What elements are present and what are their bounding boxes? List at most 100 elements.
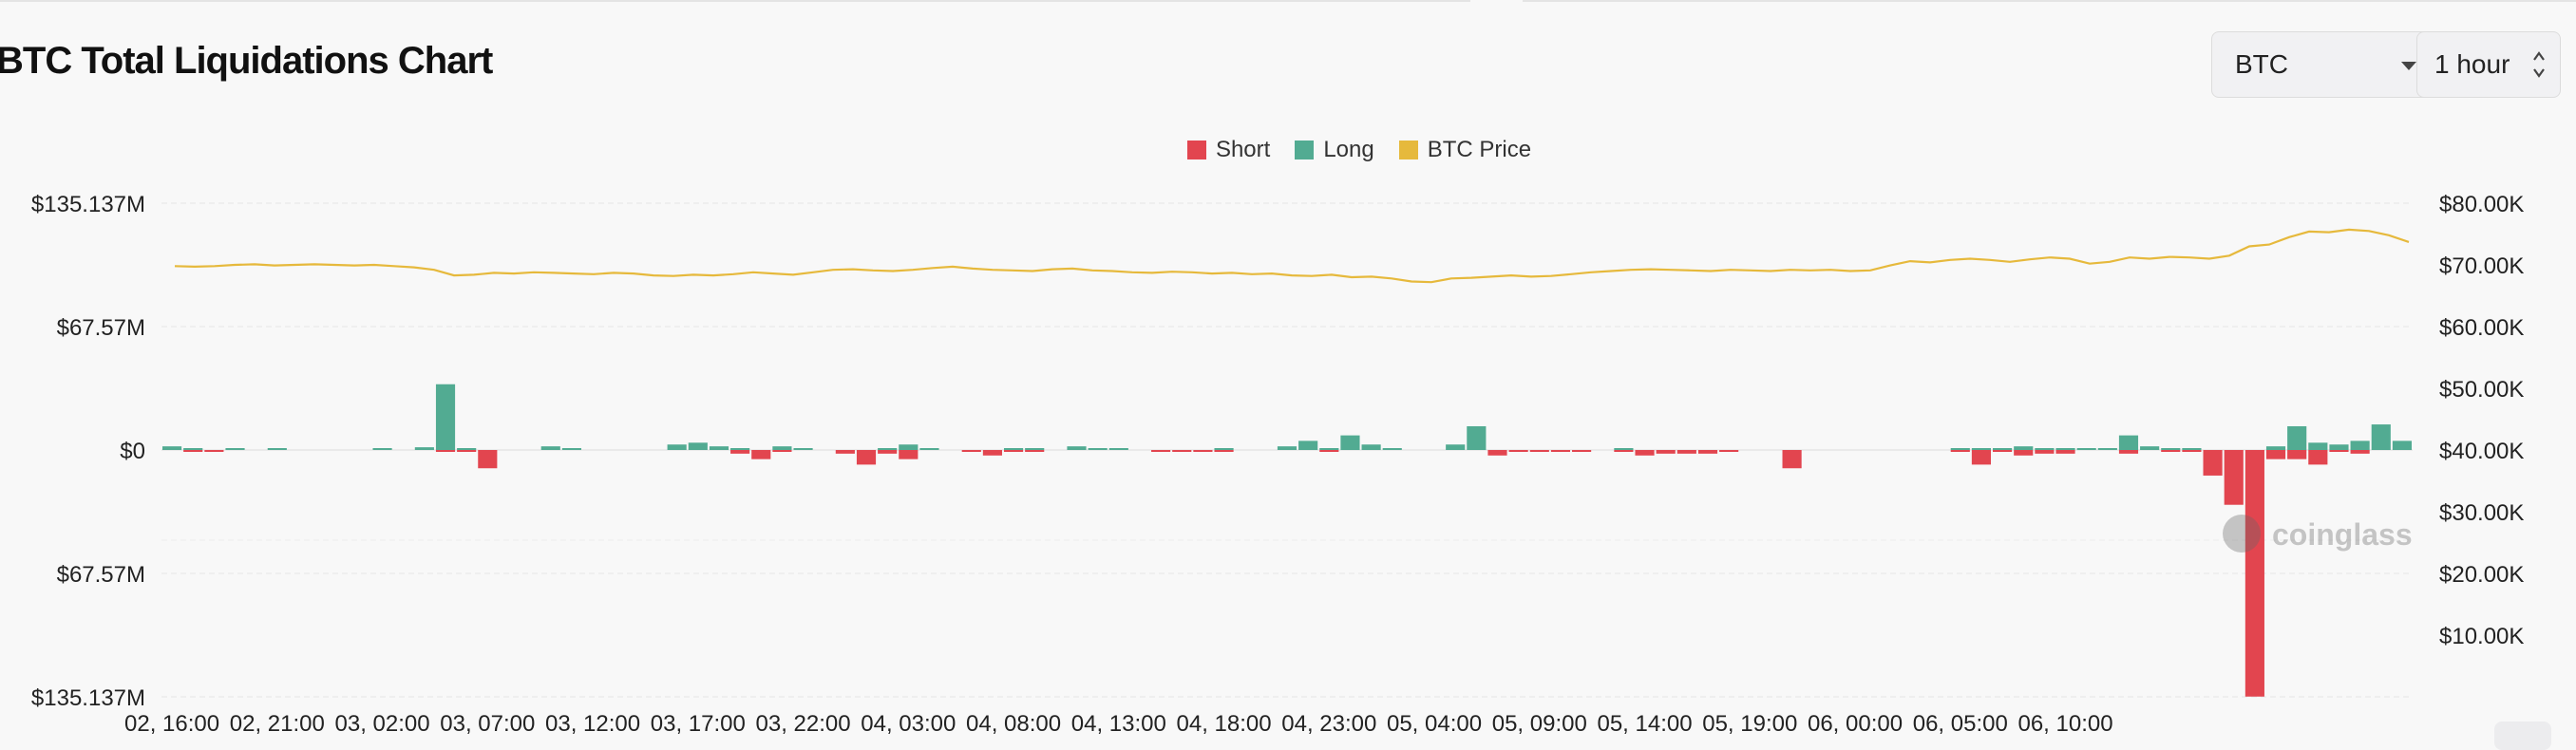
short-bar bbox=[478, 450, 498, 469]
legend-item-short[interactable]: Short bbox=[1186, 137, 1270, 163]
short-bar bbox=[1572, 450, 1592, 452]
short-bar bbox=[2182, 450, 2202, 452]
short-bar bbox=[1319, 450, 1339, 452]
short-bar bbox=[1487, 450, 1507, 456]
right-axis-tick-label: $50.00K bbox=[2439, 377, 2524, 403]
legend-item-price[interactable]: BTC Price bbox=[1398, 137, 1531, 163]
x-axis-tick-label: 04, 13:00 bbox=[1071, 711, 1166, 737]
short-bar bbox=[2308, 450, 2328, 465]
long-bar bbox=[1025, 448, 1045, 450]
page-title: BTC Total Liquidations Chart bbox=[0, 40, 493, 82]
long-bar bbox=[561, 448, 581, 450]
short-bar bbox=[2203, 450, 2223, 476]
long-bar bbox=[793, 448, 813, 450]
short-bar bbox=[2329, 450, 2349, 452]
long-bar bbox=[1108, 448, 1128, 450]
long-bar bbox=[1467, 425, 1487, 450]
right-axis-tick-label: $40.00K bbox=[2439, 439, 2524, 464]
left-axis-tick-label: $67.57M bbox=[57, 562, 145, 588]
x-axis-tick-label: 03, 07:00 bbox=[440, 711, 535, 737]
long-bar bbox=[2118, 435, 2139, 450]
long-bar bbox=[1277, 446, 1297, 450]
short-bar bbox=[1993, 450, 2013, 452]
x-axis-tick-label: 05, 14:00 bbox=[1597, 711, 1692, 737]
left-axis-tick-label: $0 bbox=[120, 439, 145, 464]
legend-swatch-price bbox=[1398, 141, 1418, 159]
short-bar bbox=[1508, 450, 1528, 452]
x-axis-tick-label: 03, 17:00 bbox=[651, 711, 746, 737]
coinglass-logo-icon bbox=[2223, 515, 2261, 553]
long-bar bbox=[1067, 446, 1087, 450]
short-bar bbox=[2224, 450, 2244, 505]
short-bar bbox=[2161, 450, 2181, 452]
short-bar bbox=[835, 450, 855, 454]
short-bar bbox=[1214, 450, 1234, 452]
right-axis-tick-label: $60.00K bbox=[2439, 315, 2524, 341]
long-bar bbox=[2140, 446, 2160, 450]
right-axis-tick-label: $10.00K bbox=[2439, 624, 2524, 649]
long-bar bbox=[2035, 448, 2055, 450]
long-bar bbox=[688, 442, 708, 450]
interval-select-value: 1 hour bbox=[2434, 49, 2510, 79]
short-bar bbox=[1614, 450, 1634, 452]
long-bar bbox=[2265, 446, 2286, 450]
short-bar bbox=[2035, 450, 2055, 454]
long-bar bbox=[1319, 448, 1339, 450]
short-bar bbox=[751, 450, 771, 459]
short-bar bbox=[982, 450, 1002, 456]
long-bar bbox=[2287, 425, 2307, 450]
short-bar bbox=[1193, 450, 1213, 452]
short-bar bbox=[1697, 450, 1718, 454]
x-axis-tick-label: 06, 05:00 bbox=[1913, 711, 2008, 737]
short-bar bbox=[1151, 450, 1171, 452]
btc-price-line bbox=[174, 228, 2410, 284]
long-bar bbox=[1971, 448, 1992, 450]
long-bar bbox=[878, 448, 898, 450]
x-axis-tick-label: 06, 00:00 bbox=[1808, 711, 1903, 737]
short-bar bbox=[435, 450, 456, 452]
short-bar bbox=[730, 450, 750, 454]
x-axis-tick-label: 05, 19:00 bbox=[1702, 711, 1797, 737]
short-bar bbox=[2055, 450, 2075, 454]
long-bar bbox=[267, 448, 287, 450]
long-bar bbox=[2076, 448, 2096, 450]
long-bar bbox=[1950, 448, 1970, 450]
short-bar bbox=[1635, 450, 1655, 456]
left-axis-tick-label: $135.137M bbox=[31, 192, 145, 217]
short-bar bbox=[2014, 450, 2034, 456]
legend-swatch-short bbox=[1186, 141, 1206, 159]
long-bar bbox=[1361, 444, 1381, 450]
interval-select[interactable]: 1 hour bbox=[2416, 31, 2561, 98]
short-bar bbox=[1529, 450, 1549, 452]
chart-legend: Short Long BTC Price bbox=[0, 137, 2576, 163]
long-bar bbox=[183, 448, 203, 450]
short-bar bbox=[1656, 450, 1676, 454]
right-axis-tick-label: $70.00K bbox=[2439, 253, 2524, 279]
long-bar bbox=[162, 446, 182, 450]
long-bar bbox=[2055, 448, 2075, 450]
left-axis-tick-label: $135.137M bbox=[31, 685, 145, 711]
long-bar bbox=[2392, 441, 2412, 450]
right-axis-tick-label: $80.00K bbox=[2439, 192, 2524, 217]
short-bar bbox=[1025, 450, 1045, 452]
legend-swatch-long bbox=[1295, 141, 1315, 159]
short-bar bbox=[878, 450, 898, 454]
long-bar bbox=[1382, 448, 1402, 450]
long-bar bbox=[435, 384, 456, 450]
legend-item-long[interactable]: Long bbox=[1295, 137, 1374, 163]
short-bar bbox=[2265, 450, 2286, 459]
long-bar bbox=[1340, 435, 1360, 450]
long-bar bbox=[1446, 444, 1466, 450]
long-bar bbox=[1003, 448, 1024, 450]
x-axis-tick-label: 04, 23:00 bbox=[1281, 711, 1376, 737]
short-bar bbox=[1719, 450, 1739, 452]
long-bar bbox=[1993, 448, 2013, 450]
coin-select[interactable]: BTC bbox=[2211, 31, 2444, 98]
x-axis-tick-label: 06, 10:00 bbox=[2017, 711, 2112, 737]
x-axis-tick-label: 03, 12:00 bbox=[545, 711, 640, 737]
short-bar bbox=[2118, 450, 2139, 454]
short-bar bbox=[204, 450, 224, 452]
long-bar bbox=[899, 444, 919, 450]
long-bar bbox=[414, 447, 434, 450]
long-bar bbox=[540, 446, 560, 450]
